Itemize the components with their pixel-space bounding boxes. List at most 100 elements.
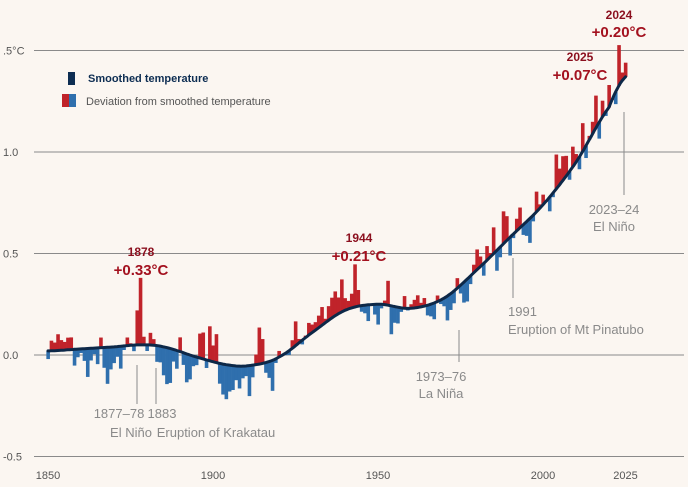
deviation-bar <box>514 218 519 231</box>
deviation-bar <box>402 296 407 309</box>
deviation-bar <box>237 366 242 389</box>
x-tick-label: 1850 <box>36 470 60 482</box>
deviation-bar <box>155 345 159 362</box>
annotation-event-date: 1877–78 <box>94 406 145 421</box>
deviation-bar <box>161 346 166 376</box>
legend-swatch-smoothed <box>68 72 75 85</box>
deviation-bar <box>313 322 318 331</box>
deviation-bar <box>178 337 182 352</box>
deviation-bar <box>211 345 215 362</box>
deviation-bar <box>260 339 265 364</box>
deviation-bar <box>442 298 446 307</box>
deviation-bar <box>171 349 176 362</box>
deviation-bar <box>458 285 463 294</box>
deviation-bar <box>478 256 483 267</box>
deviation-bar <box>208 326 212 361</box>
deviation-bar <box>419 302 423 307</box>
deviation-bar <box>613 91 618 105</box>
smoothed-temperature-line <box>46 75 627 368</box>
deviation-bar <box>415 295 420 308</box>
deviation-bar <box>528 218 532 243</box>
deviation-bar <box>429 304 433 317</box>
deviation-bar <box>184 353 189 383</box>
deviation-bar <box>241 366 245 379</box>
deviation-bar <box>399 307 404 312</box>
deviation-bar <box>584 145 588 159</box>
deviation-bar <box>105 347 110 384</box>
annotation-event-date: 1973–76 <box>416 369 467 384</box>
x-tick-label: 1900 <box>201 470 225 482</box>
deviation-bar <box>396 307 400 324</box>
deviation-bar <box>85 348 90 377</box>
deviation-bar <box>366 304 371 322</box>
deviation-bar <box>194 357 199 366</box>
annotation-value-2025: +0.07°C <box>553 67 608 84</box>
deviation-bar <box>287 350 291 355</box>
deviation-bar <box>316 315 321 328</box>
annotation-event-date: 1883 <box>148 406 177 421</box>
deviation-bar <box>307 322 311 336</box>
deviation-bar <box>468 275 473 285</box>
deviation-bar <box>425 305 430 316</box>
deviation-bar <box>204 359 209 368</box>
deviation-bar <box>600 100 605 117</box>
deviation-bar <box>564 155 569 177</box>
deviation-bar <box>567 171 572 180</box>
deviation-bar <box>435 295 440 302</box>
deviation-bar <box>594 95 598 129</box>
y-tick-label: 1.0 <box>3 147 18 159</box>
deviation-bar <box>485 246 489 261</box>
y-tick-label: 0.5 <box>3 249 18 261</box>
deviation-bar <box>501 211 506 244</box>
deviation-bar <box>432 302 437 320</box>
y-tick-label: 0.0 <box>3 350 18 362</box>
deviation-bar <box>541 194 545 205</box>
y-tick-label: -0.5 <box>3 452 22 464</box>
annotation-year-1944: 1944 <box>346 231 373 245</box>
deviation-bar <box>270 360 275 391</box>
deviation-bar <box>135 310 140 345</box>
deviation-bar <box>472 264 476 273</box>
deviation-bar <box>323 318 328 323</box>
deviation-bar <box>547 197 552 212</box>
deviation-bar <box>439 299 443 305</box>
deviation-bar <box>59 340 64 351</box>
deviation-bar <box>99 337 103 348</box>
deviation-bar <box>66 337 70 350</box>
annotation-value-1878: +0.33°C <box>114 262 169 279</box>
deviation-bar <box>511 234 516 239</box>
deviation-bar <box>125 337 130 346</box>
deviation-bar <box>151 339 156 346</box>
deviation-bar <box>168 348 173 383</box>
deviation-bar <box>320 307 324 326</box>
deviation-bar <box>465 279 470 302</box>
deviation-bar <box>571 146 575 167</box>
deviation-bar <box>76 349 80 358</box>
deviation-bar <box>455 278 460 289</box>
deviation-bar <box>250 365 255 378</box>
deviation-bar <box>481 263 486 276</box>
deviation-bar <box>382 300 387 305</box>
deviation-bar <box>392 306 397 323</box>
legend: Smoothed temperature Deviation from smoo… <box>62 72 271 108</box>
deviation-bar <box>448 293 453 310</box>
deviation-bar <box>112 346 116 364</box>
deviation-bar <box>310 324 314 333</box>
deviation-bar <box>623 62 628 77</box>
deviation-bar <box>62 341 67 351</box>
deviation-bar <box>379 304 384 309</box>
deviation-bar <box>373 304 377 315</box>
annotation-year-2024: 2024 <box>606 8 633 22</box>
x-tick-label: 2000 <box>531 470 555 482</box>
deviation-bar <box>356 290 361 307</box>
deviation-bar <box>531 215 536 222</box>
deviation-bar <box>92 348 97 355</box>
deviation-bar <box>475 249 479 270</box>
deviation-bar <box>165 347 169 385</box>
deviation-bar <box>142 336 146 345</box>
deviation-bar <box>175 350 179 369</box>
deviation-bar <box>158 346 163 363</box>
deviation-bar <box>495 250 499 271</box>
deviation-bar <box>82 348 87 361</box>
